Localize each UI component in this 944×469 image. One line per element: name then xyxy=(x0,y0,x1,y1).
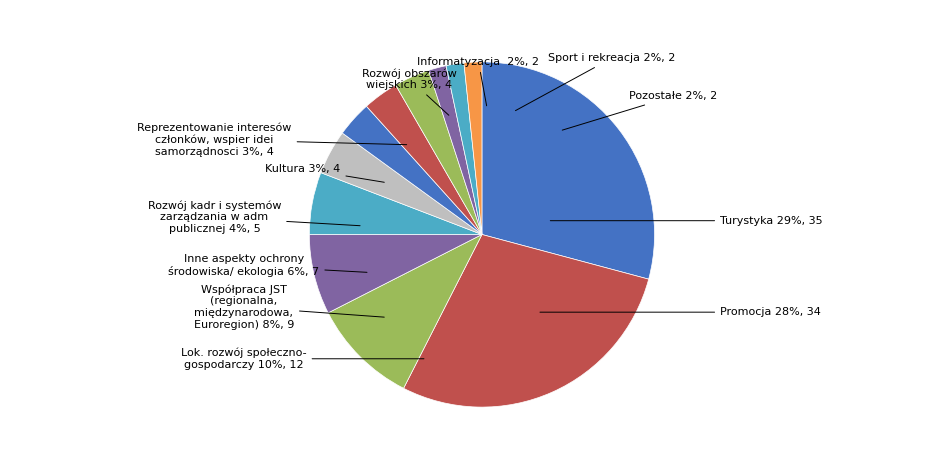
Text: Turystyka 29%, 35: Turystyka 29%, 35 xyxy=(549,216,822,226)
Wedge shape xyxy=(366,85,481,234)
Wedge shape xyxy=(464,62,481,234)
Wedge shape xyxy=(309,173,481,234)
Wedge shape xyxy=(320,133,481,234)
Wedge shape xyxy=(328,234,481,388)
Text: Reprezentowanie interesów
członków, wspier idei
samorządnosci 3%, 4: Reprezentowanie interesów członków, wspi… xyxy=(137,122,406,157)
Text: Pozostałe 2%, 2: Pozostałe 2%, 2 xyxy=(562,91,716,130)
Wedge shape xyxy=(481,62,654,279)
Text: Promocja 28%, 34: Promocja 28%, 34 xyxy=(539,307,820,317)
Wedge shape xyxy=(429,66,481,234)
Text: Rozwój kadr i systemów
zarządzania w adm
publicznej 4%, 5: Rozwój kadr i systemów zarządzania w adm… xyxy=(147,200,360,234)
Wedge shape xyxy=(396,70,481,234)
Text: Współpraca JST
(regionalna,
międzynarodowa,
Euroregion) 8%, 9: Współpraca JST (regionalna, międzynarodo… xyxy=(194,284,384,330)
Text: Sport i rekreacja 2%, 2: Sport i rekreacja 2%, 2 xyxy=(514,53,674,111)
Text: Kultura 3%, 4: Kultura 3%, 4 xyxy=(265,164,384,182)
Wedge shape xyxy=(342,106,481,234)
Text: Rozwój obszarów
wiejskich 3%, 4: Rozwój obszarów wiejskich 3%, 4 xyxy=(362,68,456,115)
Wedge shape xyxy=(403,234,648,407)
Text: Informatyzacja  2%, 2: Informatyzacja 2%, 2 xyxy=(417,57,539,106)
Text: Inne aspekty ochrony
środowiska/ ekologia 6%, 7: Inne aspekty ochrony środowiska/ ekologi… xyxy=(168,254,366,277)
Wedge shape xyxy=(446,63,481,234)
Text: Lok. rozwój społeczno-
gospodarczy 10%, 12: Lok. rozwój społeczno- gospodarczy 10%, … xyxy=(180,348,424,370)
Wedge shape xyxy=(309,234,481,313)
